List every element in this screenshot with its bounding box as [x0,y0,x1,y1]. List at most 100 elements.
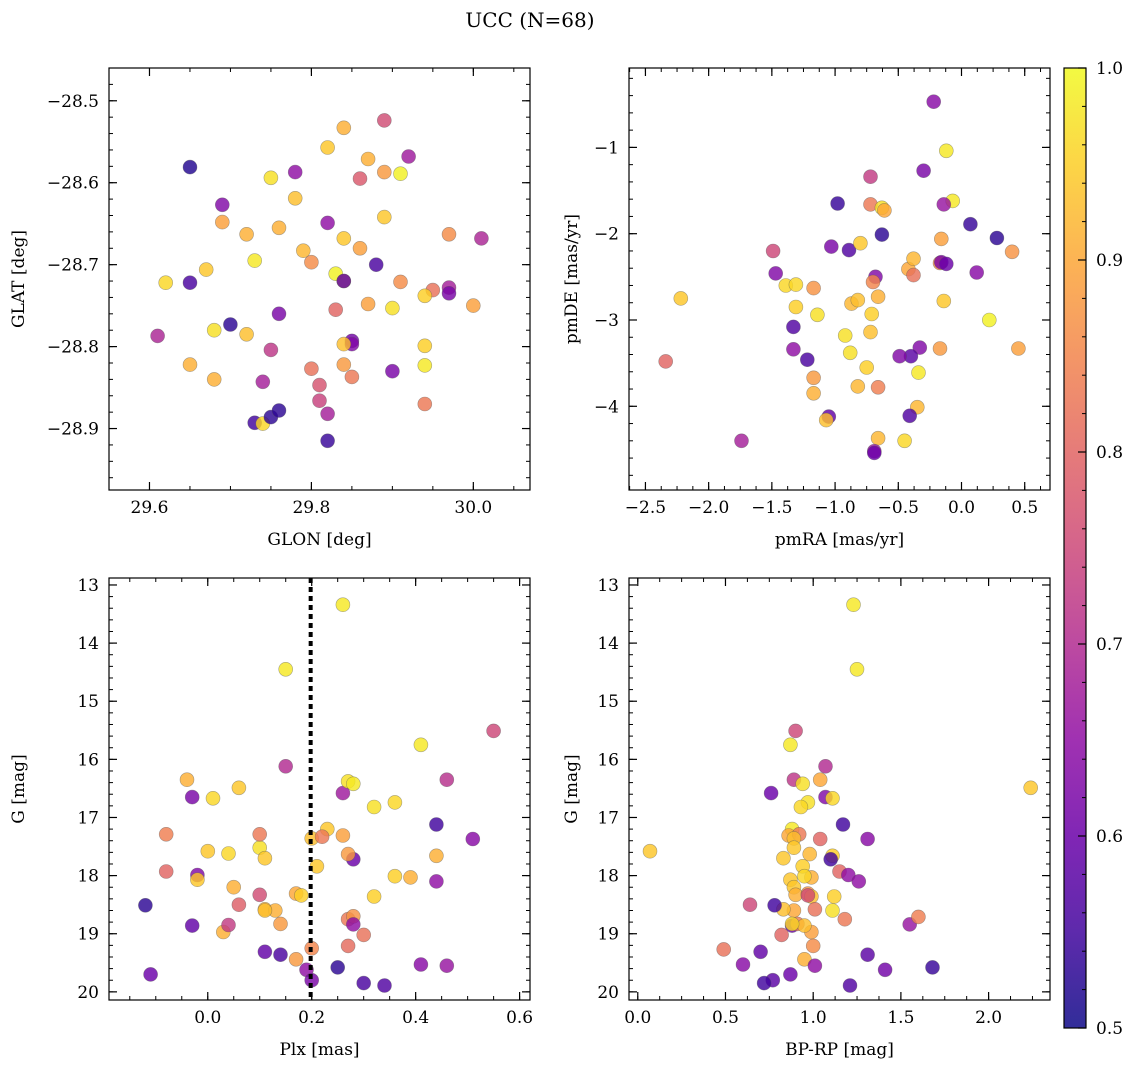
data-point [206,372,222,387]
data-point [190,872,205,888]
data-point [439,958,455,974]
scatter-points [150,113,489,449]
data-point [912,340,928,355]
x-tick-label: 1.5 [887,1008,914,1028]
data-point [837,911,853,927]
data-point [330,960,346,975]
data-point [417,338,433,354]
data-point [783,737,798,753]
data-point [788,723,803,739]
data-point [846,597,861,613]
data-point [465,298,481,313]
data-point [215,197,230,213]
data-point [756,975,772,991]
y-tick-label: 15 [597,692,619,712]
data-point [320,406,335,422]
data-point [344,369,360,385]
data-point [288,951,304,967]
x-tick-label: 0.0 [624,1008,651,1028]
data-point [842,345,858,361]
data-point [474,231,489,246]
y-tick-label: 19 [77,925,99,945]
data-point [293,888,309,903]
data-point [818,758,833,774]
data-point [788,887,803,903]
data-point [179,772,195,788]
data-point [805,938,821,954]
data-point [793,799,809,815]
data-point [158,864,174,879]
data-point [360,151,376,167]
y-axis-label: G [mag] [562,754,582,823]
data-point [184,918,200,933]
data-point [859,360,875,375]
data-point [377,978,392,993]
data-point [465,831,481,847]
data-point [870,289,886,305]
data-point [417,396,433,412]
data-point [763,785,779,801]
data-point [851,874,867,889]
data-point [877,203,892,218]
data-point [870,430,886,446]
data-point [429,817,444,832]
y-tick-label: 13 [77,576,99,596]
data-point [221,846,236,861]
data-point [376,113,392,128]
y-tick-label: 19 [597,925,619,945]
data-point [143,967,158,982]
data-point [806,385,821,401]
data-point [933,231,949,247]
x-tick-label: 1.0 [800,1008,827,1028]
data-point [897,433,912,449]
data-point [182,275,198,291]
data-point [239,326,254,342]
colorbar-gradient [1063,67,1087,1029]
data-point [797,868,812,884]
data-point [255,374,271,390]
data-point [673,291,689,306]
data-point [807,901,823,917]
data-point [304,254,319,270]
data-point [753,944,768,960]
scatter-panel-2: −2.5 −2.0 −1.5 −1.0 −0.5 0.0 0.5 −1 −2 −3 −4 pmRA [… [562,67,1051,550]
x-tick-label: −1.5 [751,498,792,518]
data-point [786,319,801,335]
y-tick-label: −4 [594,397,619,417]
scatter-panel-3: 0.0 0.2 0.4 0.6 13 14 15 16 17 18 19 20 Plx [mas] G [… [9,576,533,1060]
data-point [278,758,294,774]
data-point [271,306,287,322]
data-point [1004,244,1020,260]
y-tick-label: −28.8 [47,338,99,358]
data-point [287,191,303,206]
data-point [823,239,839,254]
data-point [786,341,801,357]
data-point [312,377,327,393]
data-point [387,795,403,810]
data-point [273,916,288,932]
data-point [795,776,811,792]
data-point [295,243,311,258]
data-point [429,874,444,889]
data-point [226,879,241,895]
data-point [906,267,921,283]
data-point [252,887,268,903]
data-point [439,772,455,788]
data-point [788,277,804,292]
data-point [799,352,815,368]
data-point [336,357,352,372]
x-tick-label: 0.0 [948,498,975,518]
scatter-points [642,597,1038,993]
y-axis-label: G [mag] [9,754,29,823]
data-point [239,227,254,242]
data-point [802,846,818,862]
data-point [345,776,361,792]
data-point [403,870,418,885]
data-point [352,241,368,256]
colorbar-tick-label: 0.9 [1096,251,1123,271]
data-point [417,288,433,304]
y-tick-label: −28.9 [47,420,99,440]
data-point [865,274,881,290]
data-point [393,274,408,290]
data-point [336,231,352,246]
